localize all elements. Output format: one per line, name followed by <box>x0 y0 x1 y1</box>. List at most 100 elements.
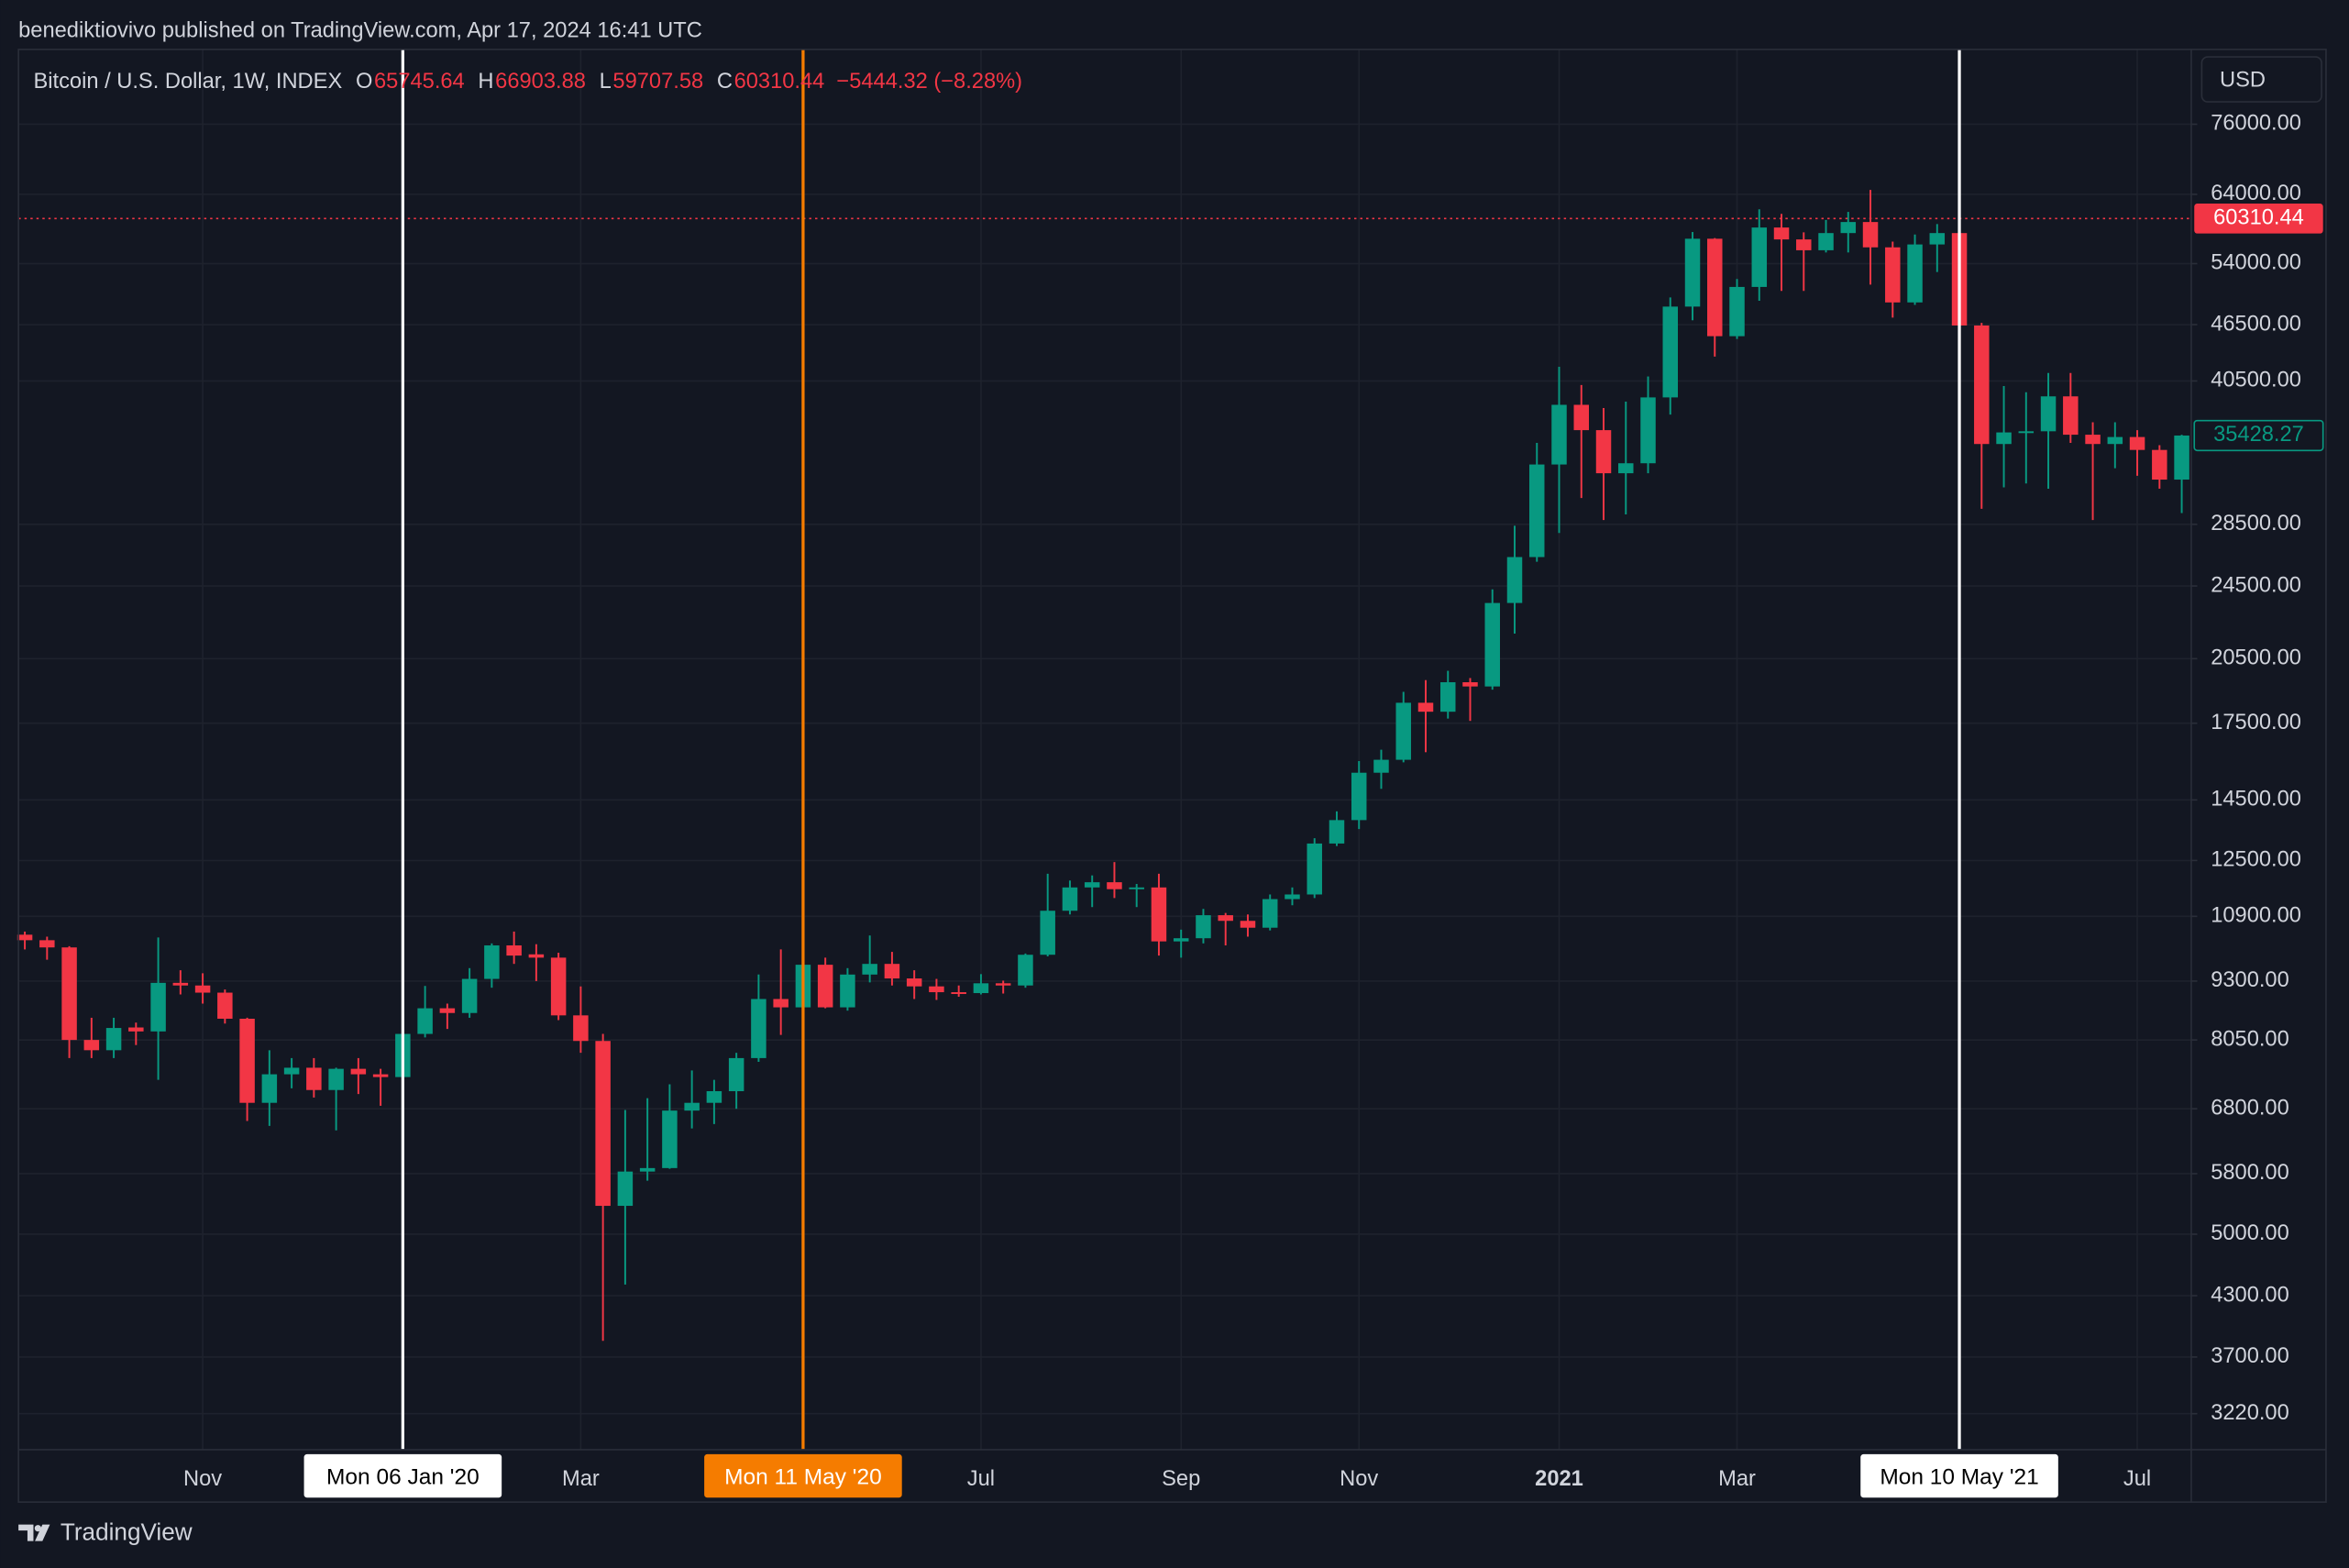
candle-body <box>2174 435 2189 480</box>
candle-body <box>1974 325 1990 445</box>
candle-body <box>840 974 855 1008</box>
candle-body <box>706 1090 722 1103</box>
legend-value: 59707.58 <box>612 70 703 94</box>
candle-body <box>484 945 500 979</box>
candle-body <box>150 982 166 1032</box>
y-tick-label: 20500.00 <box>2211 646 2301 670</box>
candle-body <box>61 947 77 1041</box>
candle-body <box>1907 244 1923 303</box>
candle-body <box>1151 887 1167 942</box>
candle-body <box>751 999 766 1058</box>
y-tick-label: 28500.00 <box>2211 512 2301 536</box>
candle-body <box>1196 915 1211 939</box>
candle-body <box>239 1018 255 1103</box>
legend-change: −5444.32 (−8.28%) <box>836 70 1022 94</box>
candle-body <box>1996 432 2012 445</box>
candle-body <box>662 1110 678 1168</box>
candle-body <box>261 1074 278 1103</box>
candle-body <box>1218 915 1233 922</box>
legend: Bitcoin / U.S. Dollar, 1W, INDEX O 65745.6… <box>33 70 1022 94</box>
candle-body <box>1173 938 1189 942</box>
legend-value: 60310.44 <box>734 70 825 94</box>
candle-body <box>172 982 189 986</box>
y-tick-label: 54000.00 <box>2211 251 2301 275</box>
candle-body <box>1751 227 1768 287</box>
candle-body <box>1707 238 1723 337</box>
candle-body <box>906 978 922 987</box>
candle-body <box>1462 682 1478 687</box>
candle-body <box>1417 702 1434 712</box>
candle-body <box>1329 820 1345 844</box>
candle-body <box>128 1027 144 1032</box>
y-tick-label: 6800.00 <box>2211 1096 2289 1120</box>
y-tick-label: 3220.00 <box>2211 1401 2289 1425</box>
candle-body <box>1484 602 1500 687</box>
last-close-box <box>2193 419 2324 452</box>
marker-label-box <box>303 1453 502 1498</box>
candle-body <box>1818 233 1834 250</box>
candle-body <box>1729 286 1745 337</box>
candle-body <box>1018 955 1033 986</box>
y-tick-label: 8050.00 <box>2211 1027 2289 1051</box>
currency-button[interactable] <box>2200 56 2322 103</box>
candle-body <box>595 1041 611 1207</box>
candle-body <box>2040 396 2057 432</box>
candle-body <box>506 945 522 956</box>
candle-body <box>817 965 833 1008</box>
y-tick-label: 24500.00 <box>2211 573 2301 597</box>
candle-body <box>2107 436 2123 445</box>
candle-body <box>773 999 789 1008</box>
marker-label: Mon 06 Jan '20 <box>326 1464 480 1489</box>
y-tick-label: 10900.00 <box>2211 904 2301 928</box>
candle-body <box>1129 887 1144 889</box>
candle-body <box>1840 222 1857 234</box>
candle-body <box>1084 882 1100 888</box>
y-tick-label: 40500.00 <box>2211 369 2301 392</box>
candle-body <box>2085 435 2101 445</box>
candle-body <box>1439 682 1456 712</box>
candle-body <box>17 934 33 941</box>
x-tick-label: Jul <box>2123 1467 2151 1491</box>
candle-body <box>929 986 944 993</box>
brand-name: TradingView <box>61 1518 193 1545</box>
candle-body <box>417 1008 433 1034</box>
legend-value: 65745.64 <box>374 70 465 94</box>
candle-body <box>1929 233 1946 245</box>
marker-label-box <box>1860 1453 2058 1498</box>
candle-body <box>1107 882 1122 889</box>
x-tick-label: Nov <box>183 1467 222 1491</box>
candle-body <box>973 983 989 994</box>
candle-body <box>1573 404 1589 431</box>
x-tick-label: Jul <box>967 1467 995 1491</box>
candle-body <box>350 1068 367 1075</box>
candle-body <box>439 1008 456 1013</box>
y-tick-label: 5800.00 <box>2211 1161 2289 1185</box>
candle-body <box>639 1167 656 1172</box>
candle-body <box>1262 899 1278 928</box>
candle-body <box>1796 239 1812 250</box>
candle-body <box>1773 227 1790 240</box>
candle-body <box>1684 238 1701 307</box>
y-tick-label: 12500.00 <box>2211 848 2301 872</box>
candle-body <box>951 992 966 995</box>
y-tick-label: 76000.00 <box>2211 112 2301 136</box>
axes: 76000.00 64000.00 54000.00 46500.00 40500.00… <box>183 112 2324 1498</box>
candle-body <box>1395 702 1411 760</box>
candle-body <box>1662 306 1679 398</box>
x-tick-label: 2021 <box>1535 1467 1583 1491</box>
candle-body <box>461 978 478 1013</box>
candle-body <box>105 1028 122 1051</box>
candle-body <box>550 957 567 1016</box>
legend-value: 66903.88 <box>495 70 586 94</box>
candle-body <box>1285 894 1300 900</box>
candle-body <box>1862 222 1879 248</box>
legend-key: C <box>717 70 733 94</box>
y-tick-label: 5000.00 <box>2211 1221 2289 1245</box>
candle-body <box>1529 464 1545 558</box>
x-tick-label: Mar <box>1718 1467 1756 1491</box>
currency-label[interactable]: USD <box>2220 68 2266 92</box>
publish-info: benediktiovivo published on TradingView.… <box>18 19 702 43</box>
candle-body <box>884 964 900 979</box>
legend-symbol: Bitcoin / U.S. Dollar, 1W, INDEX <box>33 70 342 94</box>
